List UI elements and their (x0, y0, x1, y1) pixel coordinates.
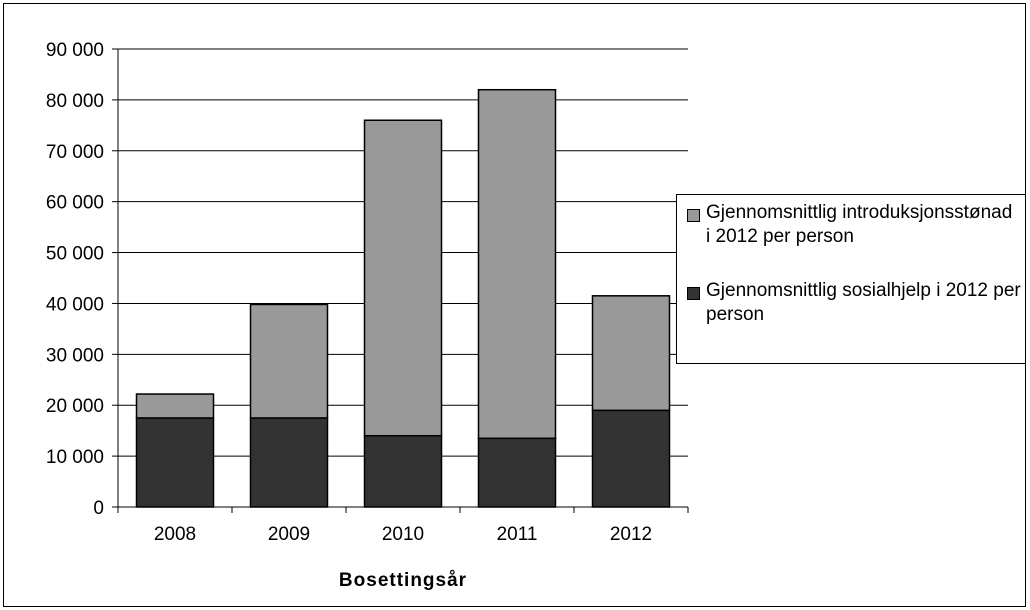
bar-segment (591, 295, 671, 412)
bar-segment (591, 409, 671, 508)
legend-item-sosialhjelp: Gjennomsnittlig sosialhjelp i 2012 per p… (687, 279, 1021, 327)
y-tick-label: 20 000 (46, 396, 104, 417)
bar-segment (477, 437, 557, 508)
y-tick-label: 90 000 (46, 40, 104, 61)
legend-swatch-sosialhjelp (687, 287, 700, 300)
y-tick-label: 80 000 (46, 91, 104, 112)
x-tick-label: 2010 (382, 524, 424, 545)
x-tick-label: 2011 (497, 524, 538, 545)
bar-segment (135, 393, 215, 419)
legend-item-introduksjonsstonad: Gjennomsnittlig introduksjonsstønad i 20… (687, 201, 1021, 249)
y-tick-label: 40 000 (46, 294, 104, 315)
y-tick-label: 30 000 (46, 345, 104, 366)
y-tick-label: 50 000 (46, 244, 104, 265)
y-tick-label: 0 (93, 498, 104, 519)
bar-segment (249, 417, 329, 508)
bar-segment (363, 119, 443, 437)
y-tick-label: 70 000 (46, 142, 104, 163)
y-tick-label: 60 000 (46, 193, 104, 214)
legend-label-introduksjonsstonad: Gjennomsnittlig introduksjonsstønad i 20… (706, 202, 1013, 247)
legend-swatch-introduksjonsstonad (687, 209, 700, 222)
bar-segment (135, 417, 215, 508)
bar-segment (477, 88, 557, 440)
tick-labels: 0 10 000 20 000 30 000 40 000 50 000 60 000 70 … (46, 40, 652, 545)
x-tick-label: 2012 (610, 524, 652, 545)
x-tick-label: 2008 (154, 524, 196, 545)
bar-segment (363, 435, 443, 508)
bars (135, 88, 671, 508)
legend-label-sosialhjelp: Gjennomsnittlig sosialhjelp i 2012 per p… (706, 280, 1021, 325)
bar-segment (249, 303, 329, 419)
x-axis-title: Bosettingsår (339, 570, 467, 591)
legend: Gjennomsnittlig introduksjonsstønad i 20… (676, 194, 1026, 364)
y-tick-label: 10 000 (46, 447, 104, 468)
axes (112, 48, 689, 513)
x-tick-label: 2009 (268, 524, 310, 545)
